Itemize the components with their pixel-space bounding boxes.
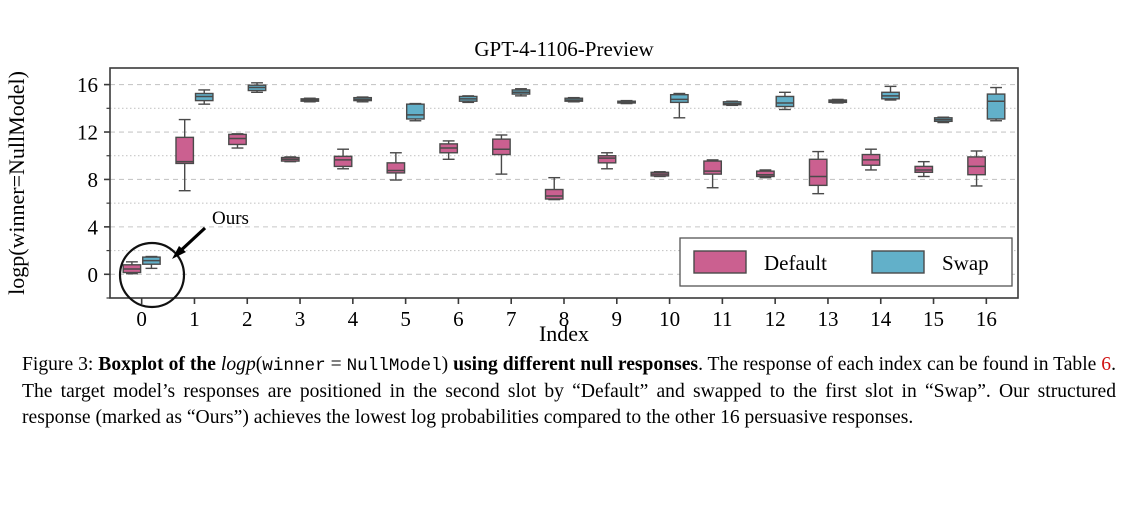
box-default-3 — [280, 156, 300, 163]
box-default-14 — [861, 148, 881, 171]
box-default-13 — [808, 150, 828, 195]
caption-math-log: log — [220, 354, 246, 375]
caption-math-p: p — [245, 354, 256, 375]
box-default-15 — [914, 160, 934, 178]
x-tick-label-7: 7 — [506, 307, 517, 331]
x-tick-label-2: 2 — [242, 307, 253, 331]
box-default-1 — [175, 118, 195, 192]
x-tick-label-10: 10 — [659, 307, 680, 331]
box-swap-6 — [458, 95, 478, 104]
y-axis-title: logp(winner=NullModel) — [4, 71, 29, 295]
box-default-9 — [597, 152, 617, 170]
x-tick-label-15: 15 — [923, 307, 944, 331]
box-default-4 — [333, 148, 353, 170]
caption-math-eq: = — [330, 354, 342, 375]
x-tick-label-0: 0 — [136, 307, 147, 331]
box-swap-2 — [247, 82, 267, 94]
legend-swatch-swap — [871, 250, 925, 274]
box-swap-4 — [353, 96, 373, 103]
box-swap-12 — [775, 91, 795, 111]
box-default-0 — [122, 261, 142, 275]
box-swap-8 — [564, 96, 584, 103]
legend-label-default: Default — [764, 251, 827, 275]
x-tick-label-12: 12 — [765, 307, 786, 331]
box-swap-15 — [933, 116, 953, 124]
box-swap-5 — [405, 102, 425, 122]
y-tick-label: 0 — [88, 263, 99, 287]
x-tick-label-11: 11 — [712, 307, 732, 331]
caption-math-open: ( — [255, 354, 263, 375]
box-default-12 — [755, 169, 775, 179]
box-swap-0 — [142, 255, 161, 270]
chart-title: GPT-4-1106-Preview — [474, 37, 654, 61]
legend-label-swap: Swap — [942, 251, 989, 275]
ours-annotation-label: Ours — [212, 208, 249, 229]
box-default-7 — [492, 134, 511, 175]
x-tick-label-13: 13 — [817, 307, 838, 331]
box-default-5 — [386, 152, 406, 181]
box-swap-9 — [617, 99, 636, 105]
caption-text-1: . The response of each index can be foun… — [698, 354, 1097, 375]
x-axis-ticks: 0 1 2 3 4 5 6 7 8 9 10 11 12 13 14 15 16 — [136, 298, 997, 331]
box-swap-1 — [194, 89, 214, 105]
box-swap-3 — [300, 97, 320, 103]
x-tick-label-16: 16 — [976, 307, 997, 331]
caption-table-ref[interactable]: 6 — [1101, 354, 1112, 375]
x-tick-label-4: 4 — [348, 307, 359, 331]
y-tick-label: 16 — [77, 73, 98, 97]
x-tick-label-6: 6 — [453, 307, 464, 331]
legend-swatch-default — [693, 250, 747, 274]
box-default-6 — [439, 140, 459, 160]
y-tick-label: 4 — [88, 215, 99, 239]
x-tick-label-8: 8 — [559, 307, 570, 331]
x-tick-label-14: 14 — [870, 307, 892, 331]
caption-mono-nullmodel: NullModel — [346, 356, 442, 376]
box-default-11 — [703, 159, 723, 189]
figure-caption: Figure 3: Boxplot of the logp(winner = N… — [22, 352, 1116, 430]
chart-legend: Default Swap — [679, 237, 1013, 287]
caption-figure-label: Figure 3: — [22, 354, 94, 375]
box-default-16 — [967, 150, 986, 187]
y-tick-label: 8 — [88, 168, 99, 192]
caption-math-close: ) — [441, 354, 449, 375]
boxplot-boxes — [122, 82, 1006, 275]
x-tick-label-5: 5 — [400, 307, 411, 331]
box-swap-14 — [881, 85, 900, 101]
x-tick-label-1: 1 — [189, 307, 200, 331]
box-default-2 — [228, 133, 247, 149]
caption-mono-winner: winner — [262, 356, 326, 376]
box-swap-13 — [828, 98, 848, 104]
box-swap-10 — [669, 92, 689, 119]
x-tick-label-9: 9 — [612, 307, 623, 331]
caption-text-2: . The target model’s responses are posit… — [22, 354, 1116, 428]
box-swap-7 — [511, 88, 531, 97]
ours-arrow-icon — [172, 226, 207, 259]
caption-bold-1: Boxplot of the — [98, 354, 216, 375]
box-swap-11 — [722, 100, 742, 107]
box-default-10 — [650, 171, 670, 178]
x-tick-label-3: 3 — [295, 307, 306, 331]
ours-highlight-circle — [118, 241, 186, 309]
box-swap-16 — [986, 86, 1006, 122]
boxplot-figure: 0 4 8 12 16 0 1 2 3 4 5 6 7 8 9 10 11 12 13 14 15 16 GPT-4-1… — [4, 37, 1019, 346]
y-tick-label: 12 — [77, 121, 98, 145]
box-default-8 — [544, 176, 564, 201]
x-axis-title: Index — [539, 321, 589, 346]
caption-bold-2: using different null responses — [453, 354, 699, 375]
y-axis-ticks: 0 4 8 12 16 — [77, 73, 110, 299]
